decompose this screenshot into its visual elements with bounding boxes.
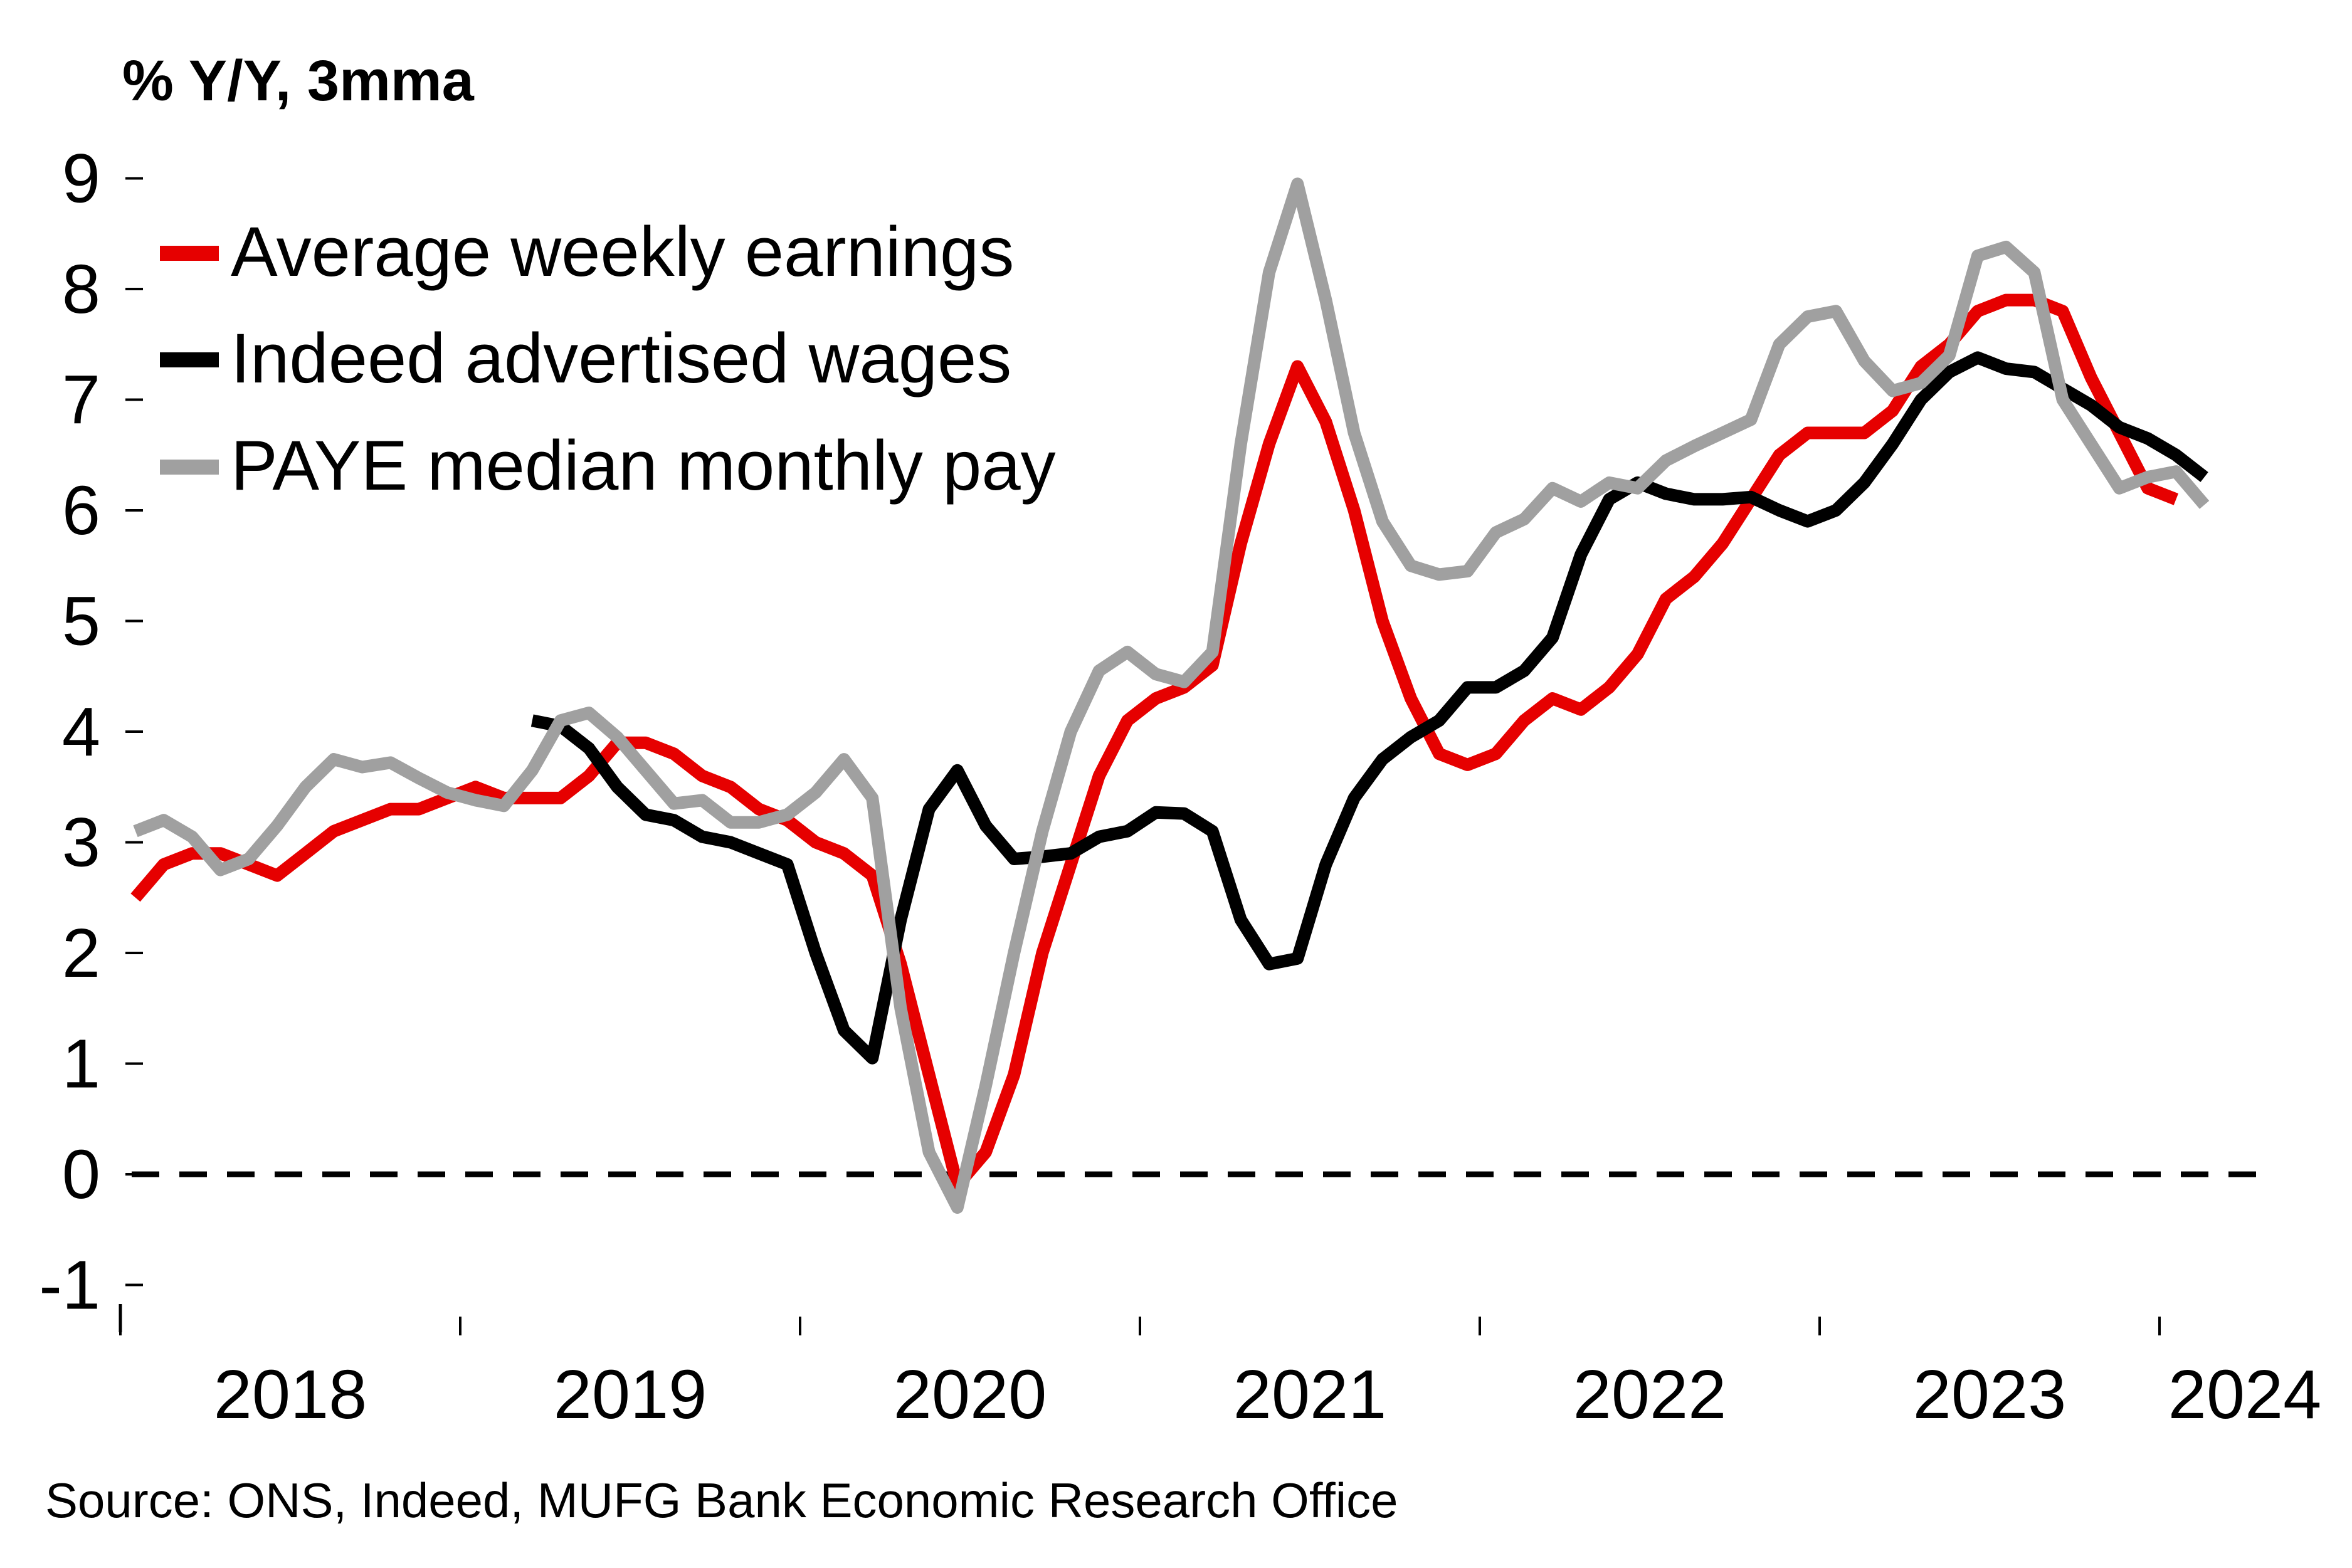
legend-item-indeed-advertised-wages: Indeed advertised wages — [160, 319, 1011, 397]
x-tick-label: 2024 — [2168, 1356, 2322, 1433]
series-group — [130, 177, 2210, 1214]
y-tick-label: 4 — [62, 693, 100, 771]
legend-swatch-average-weekly-earnings — [160, 246, 219, 261]
x-tick-label: 2023 — [1913, 1356, 2067, 1433]
x-tick-label: 2018 — [214, 1356, 367, 1433]
legend-label-average-weekly-earnings: Average weekly earnings — [231, 213, 1014, 291]
legend-item-paye-median-monthly-pay: PAYE median monthly pay — [160, 426, 1056, 505]
x-tick-label: 2020 — [894, 1356, 1047, 1433]
y-tick-label: 0 — [62, 1136, 100, 1213]
legend-label-paye-median-monthly-pay: PAYE median monthly pay — [231, 426, 1056, 505]
y-tick-label: 8 — [62, 251, 100, 328]
series-line-paye-median-monthly-pay — [133, 177, 2210, 1214]
legend-item-average-weekly-earnings: Average weekly earnings — [160, 213, 1014, 291]
y-tick-label: 9 — [62, 140, 100, 218]
legend: Average weekly earnings Indeed advertise… — [160, 213, 1056, 505]
y-tick-label: 7 — [62, 362, 100, 439]
x-axis: 2018 2019 2020 2021 2022 2023 2024 — [119, 1304, 2322, 1433]
legend-swatch-indeed-advertised-wages — [160, 352, 219, 367]
y-axis: 9 8 7 6 5 4 3 2 1 0 -1 — [39, 140, 143, 1324]
legend-label-indeed-advertised-wages: Indeed advertised wages — [231, 319, 1011, 397]
series-line-average-weekly-earnings — [130, 293, 2179, 1192]
y-tick-label: 3 — [62, 804, 100, 881]
x-tick-label: 2022 — [1573, 1356, 1727, 1433]
series-line-indeed-advertised-wages — [530, 351, 2208, 1065]
legend-swatch-paye-median-monthly-pay — [160, 460, 219, 475]
x-tick-label: 2021 — [1233, 1356, 1387, 1433]
y-tick-label: 1 — [62, 1026, 100, 1103]
y-tick-label: 5 — [62, 583, 100, 660]
y-tick-label: 2 — [62, 915, 100, 992]
y-tick-label: -1 — [39, 1247, 100, 1324]
x-tick-label: 2019 — [554, 1356, 707, 1433]
chart-title: % Y/Y, 3mma — [122, 49, 475, 113]
y-tick-label: 6 — [62, 472, 100, 549]
source-note: Source: ONS, Indeed, MUFG Bank Economic … — [45, 1473, 1398, 1528]
